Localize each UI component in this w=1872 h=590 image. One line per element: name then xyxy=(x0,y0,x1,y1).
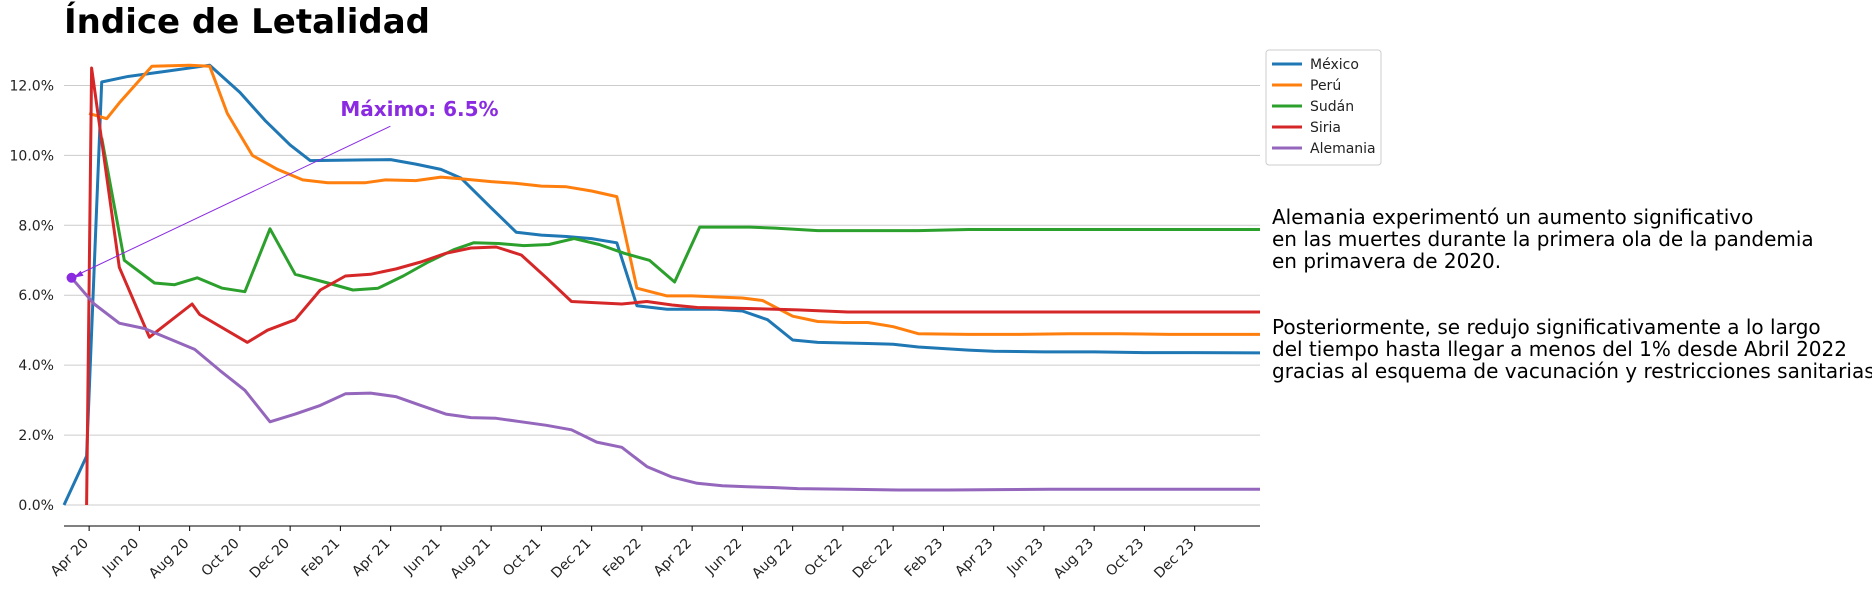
legend-label: Alemania xyxy=(1310,141,1376,157)
x-tick-label: Dec 22 xyxy=(850,536,896,582)
x-tick-label: Oct 20 xyxy=(199,536,243,580)
x-tick-label: Oct 22 xyxy=(802,536,846,580)
legend-label: Siria xyxy=(1310,120,1341,136)
legend-label: Perú xyxy=(1310,78,1341,94)
x-tick-label: Apr 22 xyxy=(651,536,695,580)
x-tick-label: Jun 21 xyxy=(400,536,443,579)
y-tick-label: 4.0% xyxy=(18,358,54,374)
x-tick-label: Dec 21 xyxy=(548,536,594,582)
x-tick-label: Feb 21 xyxy=(299,536,344,581)
y-tick-label: 8.0% xyxy=(18,218,54,234)
x-tick-label: Apr 20 xyxy=(48,536,92,580)
y-tick-label: 0.0% xyxy=(18,498,54,514)
annotation-arrow xyxy=(75,125,391,277)
x-tick-label: Jun 22 xyxy=(702,536,745,579)
x-tick-label: Apr 23 xyxy=(952,536,996,580)
y-tick-label: 6.0% xyxy=(18,288,54,304)
series-line-sudán xyxy=(100,137,1260,294)
x-tick-label: Aug 20 xyxy=(146,536,192,582)
x-tick-label: Jun 23 xyxy=(1004,536,1047,579)
x-tick-label: Feb 23 xyxy=(902,536,947,581)
annotation-note-1: Alemania experimentó un aumento signific… xyxy=(1272,205,1814,273)
x-tick-label: Aug 23 xyxy=(1051,536,1097,582)
x-tick-label: Aug 22 xyxy=(749,536,795,582)
legend-label: México xyxy=(1310,57,1359,73)
annotation-note-2: Posteriormente, se redujo significativam… xyxy=(1272,315,1872,383)
series-line-alemania xyxy=(70,276,1260,492)
x-tick-label: Aug 21 xyxy=(448,536,494,582)
y-tick-label: 10.0% xyxy=(10,148,54,164)
x-tick-label: Apr 21 xyxy=(349,536,393,580)
legend-label: Sudán xyxy=(1310,99,1354,115)
annotation-marker xyxy=(66,272,77,283)
x-tick-label: Jun 20 xyxy=(99,536,142,579)
chart-title: Índice de Letalidad xyxy=(64,2,430,42)
x-tick-label: Feb 22 xyxy=(600,536,645,581)
x-tick-label: Oct 23 xyxy=(1103,536,1147,580)
x-tick-label: Dec 20 xyxy=(247,536,293,582)
legend-box xyxy=(1265,49,1382,166)
y-tick-label: 2.0% xyxy=(18,428,54,444)
annotation-label: Máximo: 6.5% xyxy=(340,97,498,121)
x-tick-label: Dec 23 xyxy=(1151,536,1197,582)
series-line-perú xyxy=(88,63,1260,336)
x-tick-label: Oct 21 xyxy=(500,536,544,580)
series-line-siria xyxy=(85,66,1260,506)
y-tick-label: 12.0% xyxy=(10,78,54,94)
series-line-méxico xyxy=(62,63,1261,506)
